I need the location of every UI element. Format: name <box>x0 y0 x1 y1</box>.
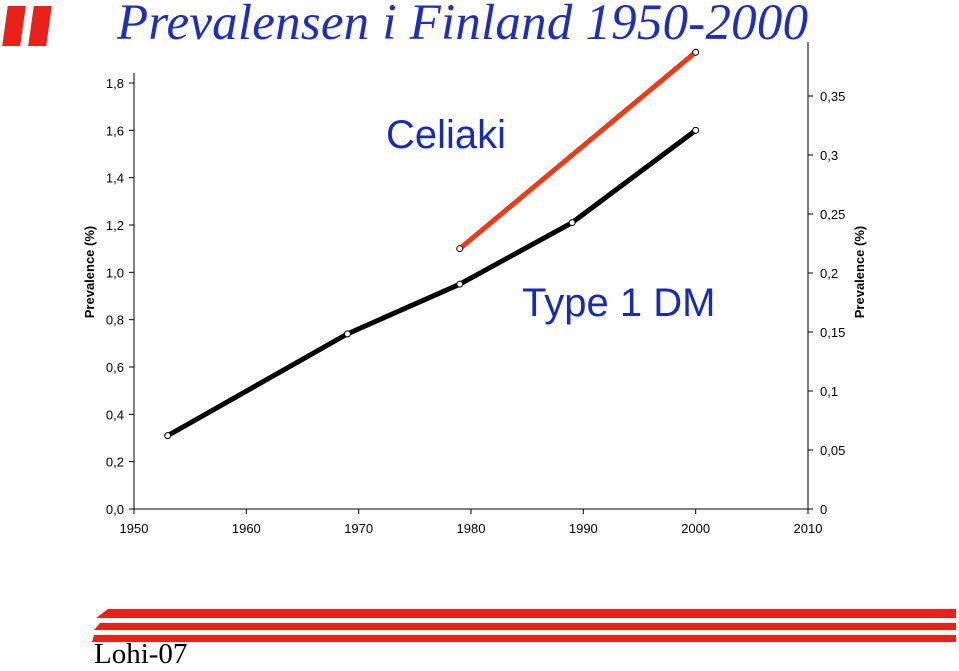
y-right-tick-label: 0,1 <box>820 384 838 399</box>
y-right-tick-label: 0,35 <box>820 89 845 104</box>
footer-stripes <box>92 609 956 642</box>
prevalence-chart: 1950 1960 1970 1980 1990 2000 2010 0,0 0,2 0,4 0,6… <box>82 42 867 536</box>
y-axis-left-title: Prevalence (%) <box>82 226 97 319</box>
x-tick-label: 2000 <box>681 521 710 536</box>
x-tick-label: 1990 <box>569 521 598 536</box>
y-left-tick-label: 0,4 <box>106 407 124 422</box>
series-point-1 <box>164 432 172 440</box>
y-left-tick-label: 1,0 <box>106 265 124 280</box>
x-tick-label: 2010 <box>794 521 823 536</box>
y-right-tick-label: 0,05 <box>820 443 845 458</box>
y-right-tick-label: 0,15 <box>820 325 845 340</box>
y-left-tick-label: 1,8 <box>106 76 124 91</box>
y-left-tick-label: 0,8 <box>106 313 124 328</box>
chart-ticks: 1950 1960 1970 1980 1990 2000 2010 0,0 0,2 0,4 0,6… <box>106 76 845 536</box>
series-point-1 <box>692 126 700 134</box>
y-right-tick-label: 0,25 <box>820 207 845 222</box>
y-left-tick-label: 1,2 <box>106 218 124 233</box>
y-left-tick-label: 1,4 <box>106 171 124 186</box>
series-point-0 <box>692 48 700 56</box>
x-tick-label: 1980 <box>457 521 486 536</box>
y-right-tick-label: 0,3 <box>820 148 838 163</box>
chart-series <box>164 48 700 440</box>
y-left-tick-label: 0,2 <box>106 455 124 470</box>
x-tick-label: 1950 <box>120 521 149 536</box>
y-left-tick-label: 0,6 <box>106 360 124 375</box>
page-title: Prevalensen i Finland 1950-2000 <box>117 0 809 51</box>
y-left-tick-label: 1,6 <box>106 123 124 138</box>
series-line-0 <box>457 49 699 252</box>
footer-label: Lohi-07 <box>94 638 188 670</box>
y-right-tick-label: 0,2 <box>820 266 838 281</box>
chart-labels: Prevalence (%) Prevalence (%) Celiaki Type … <box>82 113 867 325</box>
series-label-celiaki: Celiaki <box>386 113 506 157</box>
y-axis-right-title: Prevalence (%) <box>852 226 867 319</box>
series-point-1 <box>568 219 576 227</box>
series-label-type1dm: Type 1 DM <box>522 281 715 325</box>
y-right-tick-label: 0 <box>820 502 827 517</box>
x-tick-label: 1970 <box>344 521 373 536</box>
series-point-1 <box>343 330 351 338</box>
series-point-0 <box>456 245 464 253</box>
x-tick-label: 1960 <box>232 521 261 536</box>
series-point-1 <box>456 280 464 288</box>
y-left-tick-label: 0,0 <box>106 502 124 517</box>
